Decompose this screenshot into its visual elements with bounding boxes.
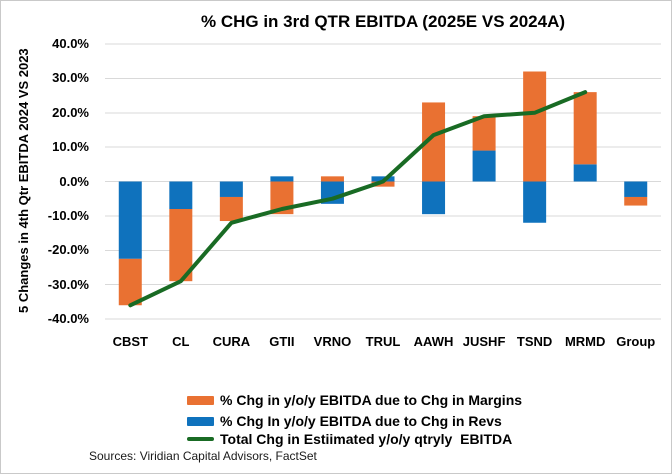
x-tick-label: JUSHF: [462, 334, 506, 349]
margins-series-swatch-icon: [187, 395, 214, 405]
x-tick-label: VRNO: [313, 334, 352, 349]
bar-margins-TRUL: [371, 181, 395, 187]
total-line: [128, 90, 588, 308]
legend-label-total: Total Chg in Estiimated y/o/y qtryly EBI…: [220, 431, 513, 447]
bar-margins-JUSHF: [472, 116, 496, 151]
bar-margins-AAWH: [422, 102, 446, 182]
x-tick-label: GTII: [269, 334, 295, 349]
y-tick-label: 10.0%: [52, 139, 89, 155]
x-tick-label: MRMD: [564, 334, 606, 349]
x-tick-label: TSND: [516, 334, 553, 349]
legend-label-margins: % Chg in y/o/y EBITDA due to Chg in Marg…: [220, 392, 523, 408]
total-line-swatch-icon: [187, 437, 214, 441]
x-tick-label: CL: [172, 334, 190, 349]
legend-item-margins: % Chg in y/o/y EBITDA due to Chg in Marg…: [187, 390, 522, 410]
bar-revs-JUSHF: [472, 150, 496, 182]
bar-revs-TSND: [523, 181, 547, 223]
bar-revs-GTII: [270, 176, 294, 182]
plot-area: [105, 43, 661, 320]
legend-item-revs: % Chg In y/o/y EBITDA due to Chg in Revs: [187, 411, 502, 431]
bar-revs-CURA: [219, 181, 243, 197]
bar-margins-CURA: [219, 196, 243, 222]
bar-margins-VRNO: [320, 176, 344, 182]
bar-revs-Group: [624, 181, 648, 197]
y-tick-label: 0.0%: [59, 173, 89, 189]
x-tick-label: CBST: [112, 334, 148, 349]
x-tick-label: Group: [616, 334, 656, 349]
legend-item-total: Total Chg in Estiimated y/o/y qtryly EBI…: [187, 429, 512, 449]
y-tick-label: 30.0%: [52, 70, 89, 86]
x-tick-label: AAWH: [413, 334, 454, 349]
source-note: Sources: Viridian Capital Advisors, Fact…: [89, 449, 317, 463]
x-tick-label: TRUL: [365, 334, 401, 349]
bar-margins-CBST: [118, 258, 142, 306]
bar-revs-AAWH: [422, 181, 446, 215]
legend-label-revs: % Chg In y/o/y EBITDA due to Chg in Revs: [220, 413, 502, 429]
y-tick-label: -40.0%: [47, 311, 89, 326]
bar-margins-MRMD: [573, 92, 597, 165]
x-tick-label: CURA: [212, 334, 251, 349]
y-tick-label: 40.0%: [52, 36, 89, 51]
bar-revs-MRMD: [573, 164, 597, 182]
bar-revs-CL: [169, 181, 193, 209]
chart-title: % CHG in 3rd QTR EBITDA (2025E VS 2024A): [200, 12, 566, 31]
y-tick-label: -10.0%: [47, 207, 89, 223]
y-tick-label: -30.0%: [47, 276, 89, 292]
bar-margins-TSND: [523, 71, 547, 182]
y-tick-label: -20.0%: [47, 242, 89, 258]
bar-margins-Group: [624, 196, 648, 206]
bar-revs-CBST: [118, 181, 142, 259]
revs-series-swatch-icon: [187, 416, 214, 426]
y-tick-label: 20.0%: [52, 104, 89, 120]
bar-margins-CL: [169, 209, 193, 282]
